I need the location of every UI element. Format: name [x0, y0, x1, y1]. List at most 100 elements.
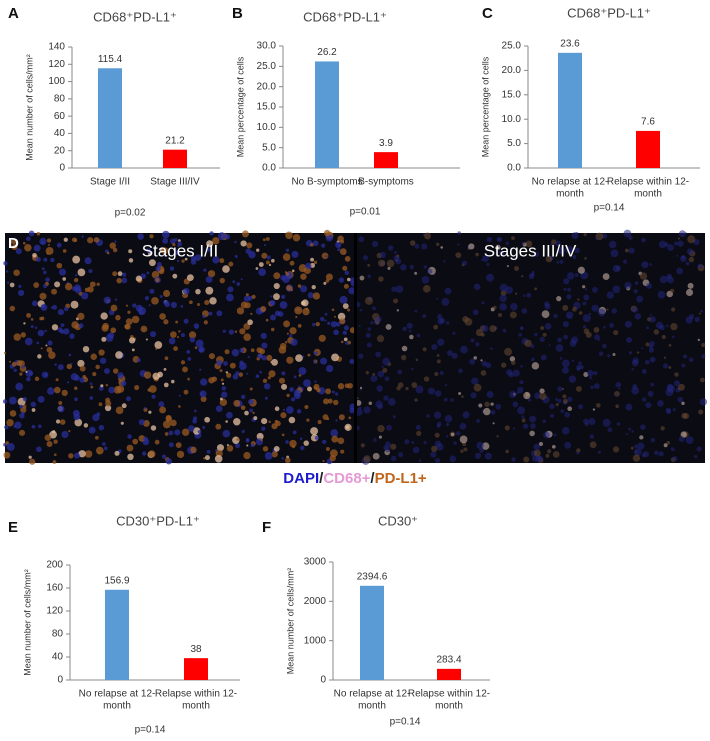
cell [131, 348, 135, 352]
cell [52, 430, 56, 434]
cell [124, 323, 131, 330]
cell [310, 257, 315, 262]
cell [151, 270, 160, 279]
cell [496, 435, 499, 438]
cell [349, 358, 355, 365]
cell [427, 387, 435, 395]
cell [578, 311, 583, 315]
cell [434, 372, 439, 376]
value-label: 26.2 [317, 47, 337, 58]
cell [169, 266, 175, 271]
cell [475, 328, 484, 337]
cell [298, 264, 307, 273]
cell [238, 372, 244, 377]
cell [520, 326, 524, 330]
cell [31, 300, 38, 307]
cell [148, 252, 152, 256]
cell [559, 259, 564, 264]
cell [628, 351, 633, 355]
cell [100, 312, 108, 320]
cell [359, 386, 363, 390]
cell [87, 286, 94, 293]
cell [568, 375, 577, 383]
cell [199, 368, 202, 371]
cell [392, 415, 396, 419]
cell [584, 256, 587, 260]
cell [148, 410, 152, 414]
cell [299, 437, 303, 440]
cell [40, 316, 45, 321]
cell [670, 323, 678, 331]
cell [43, 283, 48, 289]
cell [528, 398, 532, 402]
cell [41, 241, 45, 245]
cell [590, 385, 594, 390]
cell [612, 353, 616, 357]
cell [307, 353, 311, 357]
cell [577, 404, 583, 410]
stain-caption-part: DAPI [283, 470, 319, 487]
cell [90, 353, 97, 361]
cell [29, 458, 36, 465]
cell [260, 305, 267, 313]
cell [260, 332, 267, 340]
cell [246, 242, 253, 249]
cell [567, 396, 573, 403]
cell [562, 394, 567, 399]
cell [195, 339, 204, 348]
cell [11, 239, 17, 245]
cell [59, 268, 66, 276]
cell [192, 416, 198, 421]
cell [515, 292, 518, 295]
cell [701, 342, 706, 348]
cell [393, 255, 400, 262]
cell [544, 303, 551, 310]
cell [200, 396, 207, 403]
cell [157, 371, 164, 378]
x-tick-label: Stage I/II [90, 177, 130, 188]
cell [453, 441, 457, 445]
cell [363, 455, 371, 463]
cell [528, 273, 535, 279]
cell [633, 289, 638, 294]
cell [321, 243, 326, 248]
cell [68, 453, 74, 459]
cell [290, 289, 293, 292]
cell [182, 287, 190, 295]
cell [125, 396, 131, 402]
cell [278, 346, 287, 354]
cell [533, 443, 541, 451]
cell [379, 251, 386, 259]
cell [557, 337, 562, 343]
cell [183, 318, 189, 324]
cell [221, 391, 228, 398]
cell [219, 397, 223, 401]
cell [54, 363, 57, 366]
cell [649, 356, 656, 363]
y-tick-label: 0 [57, 675, 63, 686]
cell [649, 313, 653, 316]
cell [215, 449, 223, 458]
cell [300, 273, 307, 280]
cell [685, 261, 690, 266]
cell [138, 419, 145, 426]
cell [535, 455, 543, 463]
p-value: p=0.02 [115, 208, 146, 219]
y-tick-label: 60 [54, 111, 66, 122]
cell [57, 405, 65, 413]
cell [132, 438, 139, 445]
cell [509, 390, 517, 399]
cell [105, 334, 114, 342]
y-tick-label: 0 [59, 163, 65, 174]
cell [530, 423, 536, 429]
cell [398, 452, 404, 458]
cell [125, 304, 129, 307]
cell [44, 329, 47, 333]
cell [534, 332, 538, 337]
cell [509, 311, 517, 319]
cell [35, 257, 41, 263]
cell [646, 326, 649, 330]
cell [631, 306, 638, 313]
cell [26, 313, 31, 318]
